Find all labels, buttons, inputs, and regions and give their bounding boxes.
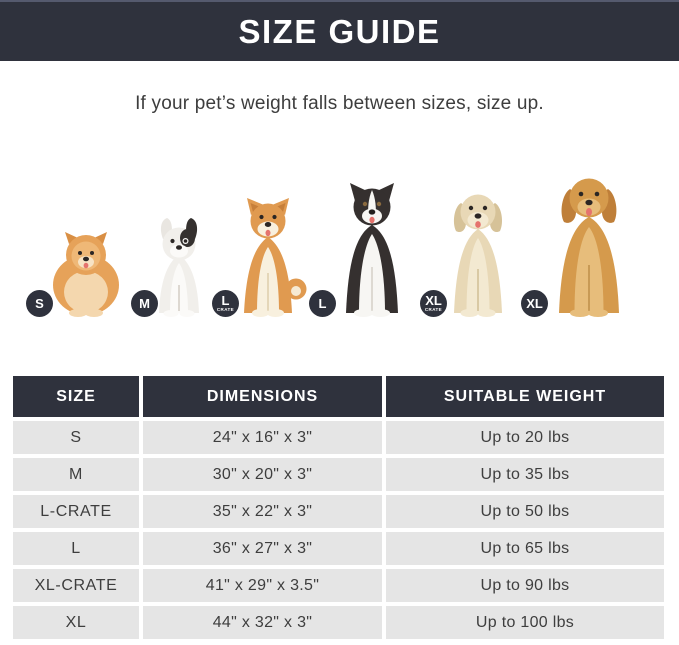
cell-size: L xyxy=(13,532,139,565)
cell-dimensions: 24" x 16" x 3" xyxy=(143,421,382,454)
golden-retriever-illustration xyxy=(559,178,619,317)
size-badge-m-label: M xyxy=(139,296,150,311)
cell-dimensions: 36" x 27" x 3" xyxy=(143,532,382,565)
size-badge-xl-crate-label: XL xyxy=(425,293,442,309)
cell-size: XL xyxy=(13,606,139,639)
cell-size: S xyxy=(13,421,139,454)
cell-size: XL-CRATE xyxy=(13,569,139,602)
dog-figure-french-bulldog: M xyxy=(131,217,215,317)
size-badge-l: L xyxy=(309,290,336,317)
cell-suitable-weight: Up to 20 lbs xyxy=(386,421,664,454)
cell-dimensions: 41" x 29" x 3.5" xyxy=(143,569,382,602)
column-header-suitable-weight: SUITABLE WEIGHT xyxy=(386,376,664,417)
cell-suitable-weight: Up to 65 lbs xyxy=(386,532,664,565)
cell-dimensions: 44" x 32" x 3" xyxy=(143,606,382,639)
shiba-inu-illustration xyxy=(244,198,307,317)
size-badge-l-crate-sublabel: CRATE xyxy=(216,307,235,313)
size-badge-s-label: S xyxy=(35,296,44,311)
pomeranian-dog-illustration xyxy=(53,232,119,317)
dog-figure-shiba-inu: L CRATE xyxy=(212,195,312,317)
cell-size: L-CRATE xyxy=(13,495,139,528)
header-banner: SIZE GUIDE xyxy=(0,0,679,61)
size-badge-l-label: L xyxy=(318,296,327,311)
dog-figure-labrador: XL CRATE xyxy=(420,185,524,317)
size-badge-s: S xyxy=(26,290,53,317)
size-badge-xl: XL xyxy=(521,290,548,317)
cell-dimensions: 30" x 20" x 3" xyxy=(143,458,382,491)
page-title: SIZE GUIDE xyxy=(238,12,441,50)
cell-suitable-weight: Up to 35 lbs xyxy=(386,458,664,491)
size-badge-l-crate-label: L xyxy=(221,293,230,309)
cell-suitable-weight: Up to 100 lbs xyxy=(386,606,664,639)
dog-size-illustrations: S M xyxy=(0,167,679,317)
border-collie-illustration xyxy=(346,183,398,317)
size-badge-xl-label: XL xyxy=(526,296,543,311)
column-header-size: SIZE xyxy=(13,376,139,417)
size-badge-xl-crate-sublabel: CRATE xyxy=(424,307,443,313)
size-badge-m: M xyxy=(131,290,158,317)
cell-dimensions: 35" x 22" x 3" xyxy=(143,495,382,528)
subtitle: If your pet’s weight falls between sizes… xyxy=(135,93,544,114)
column-header-dimensions: DIMENSIONS xyxy=(143,376,382,417)
labrador-illustration xyxy=(453,194,503,317)
dog-figure-pomeranian: S xyxy=(26,229,134,317)
size-table: SIZE DIMENSIONS SUITABLE WEIGHT S 24" x … xyxy=(13,376,666,639)
size-badge-l-crate: L CRATE xyxy=(212,290,239,317)
cell-size: M xyxy=(13,458,139,491)
dog-figure-border-collie: L xyxy=(309,179,423,317)
size-badge-xl-crate: XL CRATE xyxy=(420,290,447,317)
cell-suitable-weight: Up to 50 lbs xyxy=(386,495,664,528)
dog-figure-golden-retriever: XL xyxy=(521,169,645,317)
cell-suitable-weight: Up to 90 lbs xyxy=(386,569,664,602)
french-bulldog-illustration xyxy=(159,218,199,317)
